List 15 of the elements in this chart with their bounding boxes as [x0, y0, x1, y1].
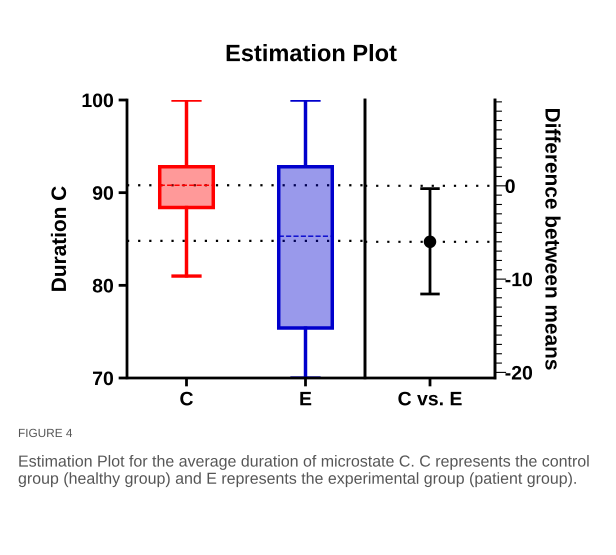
text: Estimation Plot for the average duration of microstate C. C represents the control group (healthy group) and E represents the experimental group (patient group). [18, 455, 589, 488]
y-axis-title: Duration C [50, 186, 66, 291]
y2-tick-label: -20 [505, 366, 532, 380]
x-tick-label: E [300, 392, 312, 406]
y-tick-label: 100 [82, 93, 114, 108]
y2-tick-label: 0 [505, 179, 515, 194]
y-tick-label: 90 [92, 186, 114, 200]
x-tick-label: C vs. E [398, 392, 462, 406]
y2-tick-label: -10 [505, 272, 532, 286]
caption: FIGURE 4 [18, 428, 72, 438]
chart-title: Estimation Plot [226, 44, 397, 62]
y-tick-label: 70 [93, 371, 114, 386]
x-tick-label: C [180, 392, 193, 406]
y-tick-label: 80 [92, 278, 114, 293]
y2-axis-title: Difference between means [545, 108, 561, 370]
